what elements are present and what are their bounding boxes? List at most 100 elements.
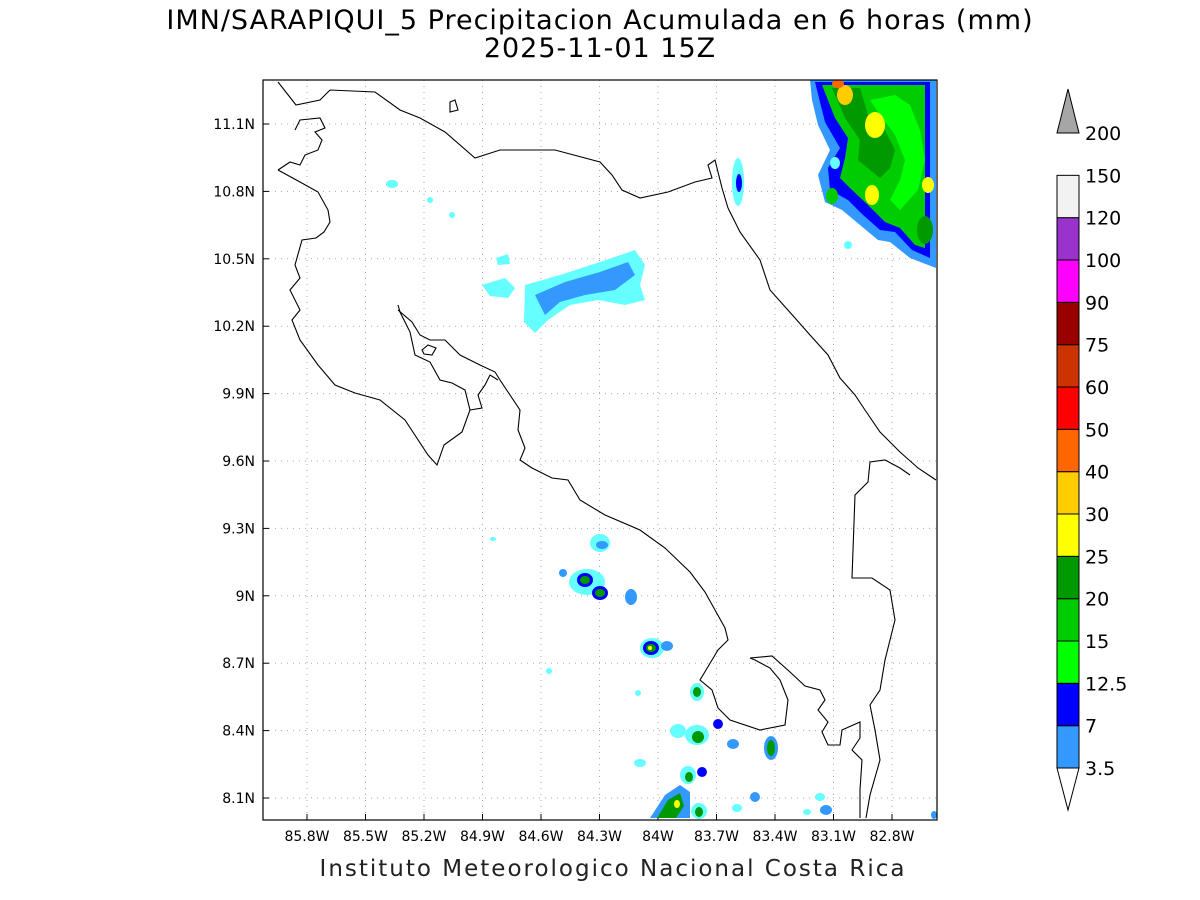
lat-label: 9.6N <box>222 454 255 470</box>
lon-label: 84.6W <box>518 829 563 845</box>
lon-label: 83.7W <box>694 829 739 845</box>
lat-label: 10.5N <box>213 252 255 268</box>
colorbar-label: 12.5 <box>1085 673 1127 695</box>
colorbar-label: 120 <box>1085 208 1121 230</box>
rain-cell <box>535 262 635 315</box>
rain-cell <box>692 731 704 743</box>
lat-label: 8.1N <box>222 791 255 807</box>
colorbar-label: 7 <box>1085 716 1097 738</box>
rain-cell <box>546 668 552 674</box>
colorbar-label: 3.5 <box>1085 758 1115 780</box>
lat-label: 11.1N <box>213 117 255 133</box>
lat-label: 10.8N <box>213 184 255 200</box>
rain-cell <box>670 724 686 738</box>
rain-cell <box>648 646 652 650</box>
colorbar-swatch <box>1056 428 1080 473</box>
colorbar-label: 30 <box>1085 504 1109 526</box>
rain-cell <box>482 278 515 298</box>
map-gridlines: 85.8W 85.5W 85.2W 84.9W 84.6W 84.3W 84W 83.7W 83… <box>213 80 937 845</box>
colorbar-bottom-arrow <box>1056 767 1080 812</box>
rain-cell <box>922 177 934 193</box>
lat-label: 9.3N <box>222 521 255 537</box>
colorbar-label: 60 <box>1085 377 1109 399</box>
lon-label: 83.4W <box>752 829 797 845</box>
rain-cell <box>832 88 895 178</box>
rain-cell <box>674 800 680 808</box>
map-title: IMN/SARAPIQUI_5 Precipitacion Acumulada … <box>166 5 1034 36</box>
lat-label: 10.2N <box>213 319 255 335</box>
lon-label: 84.3W <box>577 829 622 845</box>
colorbar-swatch <box>1056 259 1080 303</box>
rain-cell <box>830 157 840 169</box>
lon-label: 84W <box>642 829 674 845</box>
rain-cell <box>815 793 825 801</box>
rain-cell <box>634 759 646 767</box>
rain-cell <box>713 719 723 729</box>
lat-label: 8.7N <box>222 656 255 672</box>
rain-cell <box>832 80 844 88</box>
lon-label: 82.8W <box>869 829 914 845</box>
rain-cell <box>736 174 742 192</box>
lat-label: 8.4N <box>222 724 255 740</box>
colorbar-swatch <box>1056 640 1080 684</box>
rain-cell <box>580 576 590 584</box>
rain-cell <box>595 589 605 597</box>
lat-label: 9.9N <box>222 387 255 403</box>
rain-cell <box>865 112 885 138</box>
rain-cell <box>844 241 852 249</box>
rain-cell <box>449 212 455 218</box>
precipitation-fields <box>386 80 937 819</box>
rain-cell <box>837 85 853 105</box>
rain-cell <box>386 180 398 188</box>
colorbar-label: 15 <box>1085 631 1109 653</box>
lon-label: 83.1W <box>811 829 856 845</box>
map-frame <box>262 79 938 821</box>
colorbar-swatch <box>1056 471 1080 515</box>
colorbar-swatch <box>1056 513 1080 557</box>
colorbar-label: 25 <box>1085 546 1109 568</box>
colorbar-label: 100 <box>1085 250 1121 272</box>
colorbar-top-arrow <box>1056 88 1080 134</box>
rain-cell <box>490 537 496 541</box>
lon-label: 84.9W <box>460 829 505 845</box>
rain-cell <box>803 809 811 815</box>
colorbar-swatch <box>1056 174 1080 219</box>
map-timestamp: 2025-11-01 15Z <box>483 33 717 64</box>
colorbar-swatch <box>1056 725 1080 769</box>
lon-label: 85.5W <box>343 829 388 845</box>
colorbar-label: 90 <box>1085 292 1109 314</box>
colorbar-swatch <box>1056 682 1080 727</box>
colorbar-label: 150 <box>1085 165 1121 187</box>
rain-cell <box>635 690 641 696</box>
rain-cell <box>750 792 760 802</box>
rain-cell <box>625 589 637 605</box>
lon-label: 85.8W <box>284 829 329 845</box>
colorbar-label: 200 <box>1085 123 1121 145</box>
rain-cell <box>661 641 673 651</box>
rain-cell <box>559 569 567 577</box>
colorbar-swatch <box>1056 555 1080 600</box>
rain-cell <box>427 197 433 203</box>
rain-cell <box>596 541 608 549</box>
colorbar-swatch <box>1056 217 1080 261</box>
rain-cell <box>870 95 925 210</box>
lat-label: 9N <box>236 589 255 605</box>
rain-cell <box>727 739 739 749</box>
rain-cell <box>693 687 701 697</box>
colorbar-label: 50 <box>1085 419 1109 441</box>
rain-cell <box>767 740 775 756</box>
rain-cell <box>931 811 937 819</box>
rain-cell <box>732 804 742 812</box>
rain-cell <box>657 793 684 818</box>
footer-credit: Instituto Meteorologico Nacional Costa R… <box>319 856 907 882</box>
colorbar-swatch <box>1056 598 1080 642</box>
colorbar-swatch <box>1056 301 1080 346</box>
rain-cell <box>820 805 832 815</box>
rain-cell <box>697 767 707 777</box>
rain-cell <box>826 188 838 204</box>
rain-cell <box>865 185 879 205</box>
rain-cell <box>496 254 510 265</box>
colorbar-label: 20 <box>1085 589 1109 611</box>
colorbar-swatch <box>1056 386 1080 430</box>
